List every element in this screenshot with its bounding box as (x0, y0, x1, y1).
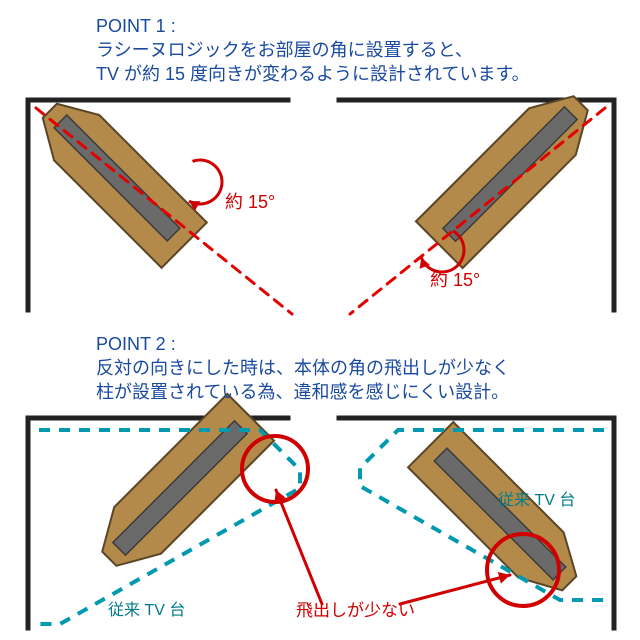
angle-label-a15_R: 約 15° (430, 268, 480, 292)
projection-label: 飛出しが少ない (296, 600, 415, 623)
diagram-svg (0, 0, 640, 640)
heading-p2_l1: 反対の向きにした時は、本体の角の飛出しが少なく (96, 356, 510, 380)
heading-p1_h: POINT 1 : (96, 14, 176, 38)
heading-p2_l2: 柱が設置されている為、違和感を感じにくい設計。 (96, 380, 509, 404)
heading-p1_l1: ラシーヌロジックをお部屋の角に設置すると、 (96, 38, 473, 62)
heading-p1_l2: TV が約 15 度向きが変わるように設計されています。 (96, 62, 530, 86)
conventional-label-conv_L: 従来 TV 台 (108, 600, 185, 622)
angle-label-a15_L: 約 15° (225, 190, 275, 214)
heading-p2_h: POINT 2 : (96, 332, 176, 356)
conventional-label-conv_R: 従来 TV 台 (498, 490, 575, 512)
